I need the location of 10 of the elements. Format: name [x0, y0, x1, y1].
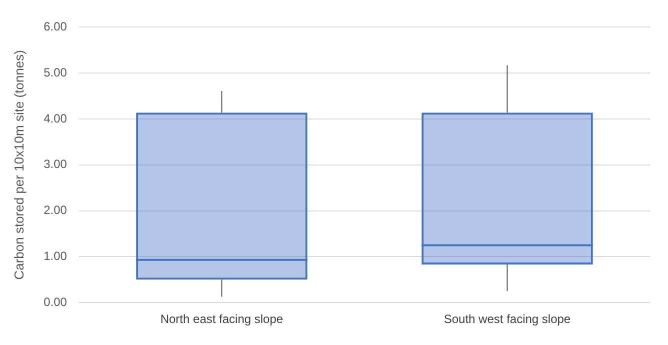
y-tick-label: 0.00 [44, 294, 68, 309]
x-tick-label: North east facing slope [160, 312, 284, 326]
y-tick-label: 5.00 [44, 65, 68, 80]
x-tick-label: South west facing slope [444, 312, 571, 326]
y-tick-label: 1.00 [44, 249, 68, 264]
y-tick-label: 2.00 [44, 203, 68, 218]
y-tick-label: 3.00 [44, 157, 68, 172]
y-axis-title: Carbon stored per 10x10m site (tonnes) [11, 50, 26, 280]
y-tick-label: 4.00 [44, 111, 68, 126]
y-tick-label: 6.00 [44, 20, 68, 34]
